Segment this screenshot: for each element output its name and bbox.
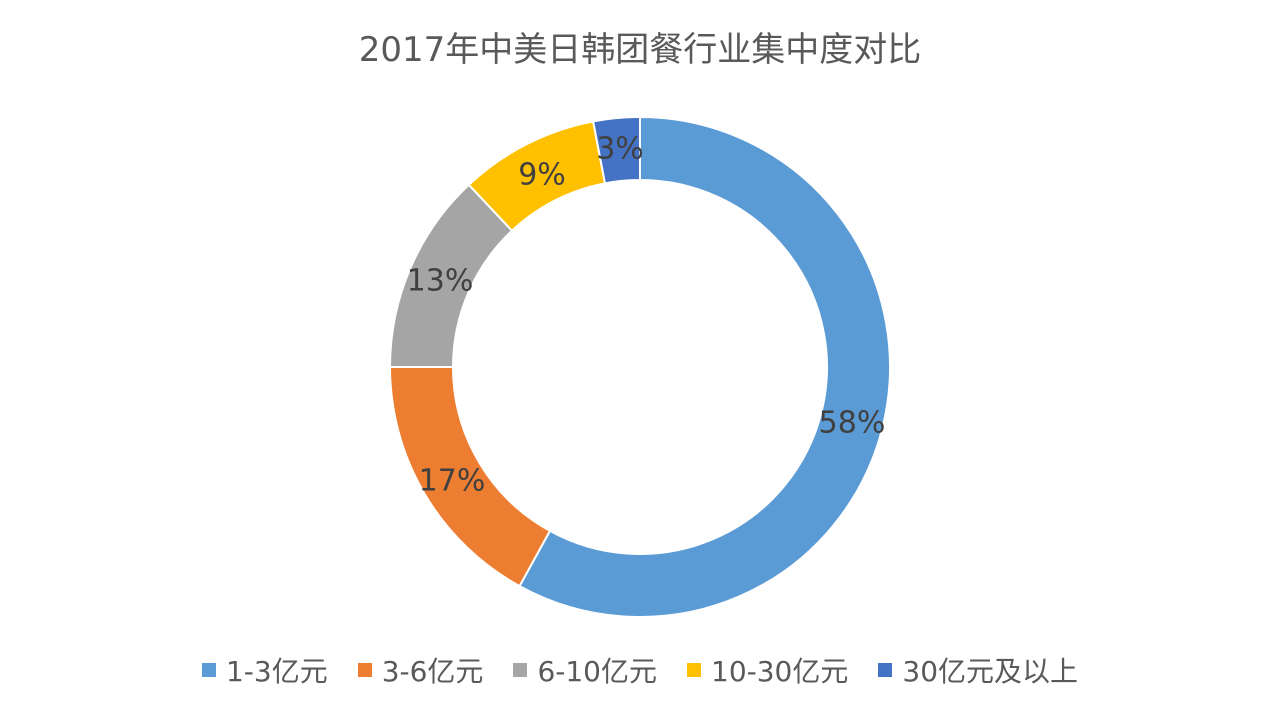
legend-item-1-3: 1-3亿元: [201, 650, 328, 690]
donut-slice-1-3: [518, 115, 891, 618]
donut-slice-30-plus: [591, 115, 641, 185]
data-label-6-10: 13%: [407, 264, 474, 299]
data-label-3-6: 17%: [419, 464, 486, 499]
chart-title: 2017年中美日韩团餐行业集中度对比: [358, 30, 922, 70]
chart-legend: 1-3亿元 3-6亿元 6-10亿元 10-30亿元 30亿元及以上: [0, 650, 1280, 690]
legend-item-10-30: 10-30亿元: [687, 650, 848, 690]
legend-label: 1-3亿元: [225, 655, 328, 688]
legend-label: 3-6亿元: [381, 655, 484, 688]
legend-swatch: [201, 663, 216, 677]
legend-swatch: [687, 663, 701, 677]
data-label-10-30: 9%: [518, 158, 566, 193]
data-label-1-3: 58%: [819, 406, 886, 441]
legend-swatch: [357, 663, 372, 677]
legend-swatch: [878, 663, 893, 677]
legend-swatch: [513, 663, 528, 677]
legend-item-30-plus: 30亿元及以上: [878, 650, 1078, 690]
legend-item-3-6: 3-6亿元: [357, 650, 484, 690]
legend-label: 30亿元及以上: [902, 655, 1079, 688]
legend-label: 6-10亿元: [537, 655, 657, 688]
data-label-30-plus: 3%: [596, 132, 644, 167]
legend-item-6-10: 6-10亿元: [513, 650, 657, 690]
legend-label: 10-30亿元: [711, 655, 849, 688]
